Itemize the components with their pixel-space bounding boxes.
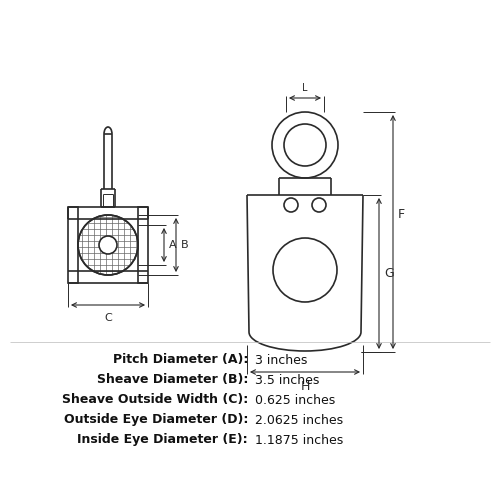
Text: G: G: [384, 267, 394, 280]
Text: L: L: [302, 83, 308, 93]
Circle shape: [284, 124, 326, 166]
Circle shape: [284, 198, 298, 212]
Circle shape: [272, 112, 338, 178]
Text: 2.0625 inches: 2.0625 inches: [255, 414, 343, 426]
Text: Inside Eye Diameter (E):: Inside Eye Diameter (E):: [78, 434, 248, 446]
Circle shape: [312, 198, 326, 212]
Text: 1.1875 inches: 1.1875 inches: [255, 434, 343, 446]
Text: Sheave Outside Width (C):: Sheave Outside Width (C):: [62, 394, 248, 406]
Text: A: A: [169, 240, 176, 250]
Bar: [138, 207, 148, 283]
Text: B: B: [181, 240, 188, 250]
Text: 0.625 inches: 0.625 inches: [255, 394, 335, 406]
Text: F: F: [398, 208, 405, 220]
Text: H: H: [300, 380, 310, 393]
Text: Pitch Diameter (A):: Pitch Diameter (A):: [112, 354, 248, 366]
Circle shape: [273, 238, 337, 302]
Text: C: C: [104, 313, 112, 323]
Circle shape: [99, 236, 117, 254]
Circle shape: [78, 215, 138, 275]
Text: Sheave Diameter (B):: Sheave Diameter (B):: [96, 374, 248, 386]
Text: Outside Eye Diameter (D):: Outside Eye Diameter (D):: [64, 414, 248, 426]
Bar: [68, 207, 78, 283]
Text: 3.5 inches: 3.5 inches: [255, 374, 320, 386]
Text: 3 inches: 3 inches: [255, 354, 308, 366]
